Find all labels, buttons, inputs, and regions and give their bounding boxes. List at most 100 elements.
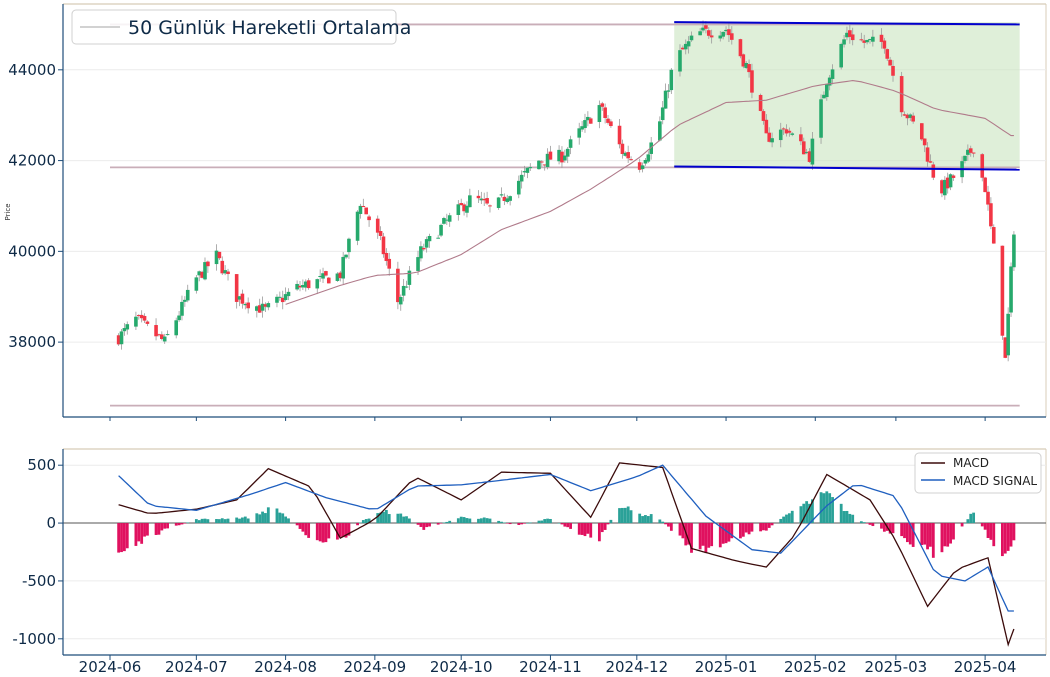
macd-hist-bar-16: [180, 523, 184, 525]
macd-hist-bar-167: [787, 513, 791, 524]
macd-hist-bar-79: [436, 523, 440, 525]
candle-body-117: [586, 116, 590, 121]
macd-hist-bar-206: [946, 523, 950, 547]
macd-line: [118, 462, 1015, 647]
candle-body-179: [839, 44, 843, 68]
candle-body-134: [658, 121, 662, 141]
macd-hist-bar-107: [546, 518, 549, 524]
macd-xtick-label-9: 2025-03: [865, 658, 928, 676]
consolidation-region: [674, 22, 1020, 168]
candle-body-14: [174, 320, 179, 336]
candle-body-95: [499, 194, 504, 196]
macd-hist-bar-48: [307, 523, 311, 538]
candle-body-223: [1012, 234, 1016, 268]
candle-body-13: [165, 334, 170, 336]
macd-hist-bar-70: [399, 513, 403, 524]
macd-hist-bar-144: [698, 523, 702, 550]
candle-body-125: [620, 143, 625, 155]
macd-hist-bar-25: [217, 519, 221, 524]
macd-hist-bar-189: [880, 523, 883, 529]
macd-hist-bar-219: [1000, 523, 1004, 557]
candle-body-173: [810, 138, 815, 165]
candle-body-186: [865, 39, 869, 43]
candle-body-87: [465, 205, 469, 213]
candle-body-60: [358, 205, 363, 214]
candle-body-190: [882, 40, 887, 49]
candle-body-115: [580, 126, 584, 130]
macd-hist-bar-133: [649, 514, 653, 524]
macd-hist-bar-205: [943, 523, 947, 547]
macd-hist-bar-197: [908, 523, 912, 545]
candle-body-113: [568, 139, 573, 148]
macd-hist-bar-151: [724, 523, 728, 544]
macd-hist-bar-134: [658, 519, 662, 524]
candle-body-212: [968, 148, 973, 153]
trendline-4: [674, 165, 1020, 171]
macd-hist-bar-4: [134, 523, 138, 546]
candle-body-203: [931, 164, 936, 178]
candle-body-29: [234, 274, 239, 302]
macd-hist-bar-35: [258, 514, 262, 524]
macd-hist-bar-162: [767, 523, 771, 528]
macd-hist-bar-71: [402, 516, 406, 524]
macd-hist-bar-156: [744, 523, 748, 533]
candle-body-198: [911, 115, 915, 122]
candle-body-180: [842, 39, 846, 45]
candle-body-0: [116, 335, 121, 345]
candle-body-88: [468, 195, 472, 208]
macd-hist-bar-63: [367, 518, 371, 524]
candle-body-169: [799, 134, 803, 142]
candle-body-90: [479, 198, 484, 201]
macd-hist-bar-0: [117, 523, 121, 553]
macd-hist-bar-186: [865, 523, 869, 524]
candle-body-184: [859, 39, 864, 41]
candle-body-5: [136, 315, 141, 317]
macd-hist-bar-176: [825, 491, 829, 524]
macd-hist-bar-13: [166, 523, 169, 529]
candle-body-130: [640, 165, 645, 170]
macd-hist-bar-51: [321, 523, 325, 543]
macd-hist-bar-179: [839, 503, 843, 524]
candle-body-119: [597, 105, 602, 122]
macd-hist-bar-130: [641, 516, 644, 524]
candle-body-25: [217, 251, 222, 259]
macd-hist-bar-163: [770, 523, 774, 526]
price-ytick-label-1: 40000: [8, 242, 56, 260]
macd-hist-bar-66: [382, 511, 385, 524]
macd-hist-bar-5: [137, 523, 141, 542]
candle-body-3: [125, 324, 130, 330]
candle-body-85: [459, 203, 464, 206]
candle-body-135: [660, 107, 665, 121]
macd-hist-bar-218: [992, 523, 996, 547]
macd-y-ticks: 500 0 -500 -1000: [12, 456, 63, 648]
macd-hist-bar-204: [940, 523, 944, 553]
candle-body-144: [698, 31, 702, 36]
macd-xtick-label-3: 2024-09: [343, 658, 406, 676]
macd-hist-bar-103: [528, 522, 532, 524]
macd-hist-bar-72: [405, 516, 408, 524]
candle-body-10: [157, 334, 161, 336]
candle-body-96: [502, 196, 507, 201]
candle-body-4: [134, 316, 138, 327]
candle-body-54: [335, 273, 340, 281]
macd-xtick-label-5: 2024-11: [519, 658, 582, 676]
macd-hist-bar-159: [759, 523, 762, 532]
macd-hist-bar-9: [154, 523, 158, 535]
candle-body-69: [396, 268, 400, 303]
candle-body-78: [427, 235, 432, 242]
macd-hist-bar-56: [341, 523, 345, 538]
candle-body-146: [704, 25, 708, 29]
candle-body-43: [286, 291, 291, 297]
macd-legend-label-macd: MACD: [953, 456, 989, 470]
candle-body-157: [747, 64, 751, 73]
macd-hist-bar-168: [790, 510, 794, 524]
macd-histogram: [117, 491, 1016, 558]
macd-hist-bar-68: [387, 514, 391, 524]
candle-body-11: [160, 334, 164, 340]
macd-hist-bar-92: [485, 518, 489, 524]
macd-hist-bar-180: [842, 511, 846, 524]
candle-body-92: [485, 198, 489, 204]
macd-hist-bar-118: [589, 523, 593, 538]
macd-hist-bar-160: [762, 523, 765, 531]
candle-body-151: [724, 29, 728, 32]
